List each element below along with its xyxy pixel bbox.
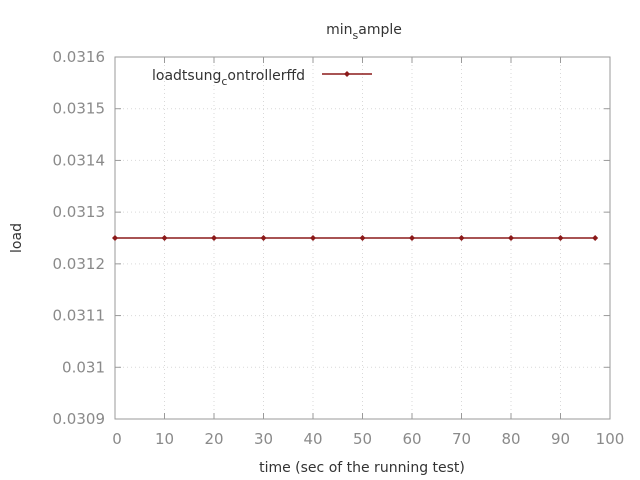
- y-tick-label: 0.0312: [53, 255, 106, 273]
- y-tick-label: 0.0314: [53, 151, 106, 169]
- data-point: [161, 235, 168, 241]
- data-point: [260, 235, 267, 241]
- data-point: [211, 235, 217, 241]
- y-tick-label: 0.0316: [53, 48, 106, 66]
- x-tick-label: 80: [501, 430, 520, 448]
- x-tick-label: 50: [353, 430, 372, 448]
- y-tick-label: 0.0313: [53, 203, 106, 221]
- tick-labels: 0 10 20 30 40 50 60 70 80 90 100 0.0309 0.031 0.0311 0…: [53, 48, 625, 448]
- x-tick-label: 20: [204, 430, 223, 448]
- y-tick-label: 0.031: [62, 358, 105, 376]
- data-point: [359, 235, 366, 241]
- data-point: [508, 235, 514, 241]
- data-point: [409, 235, 415, 241]
- y-axis-label: load: [9, 223, 25, 253]
- x-tick-label: 30: [254, 430, 273, 448]
- x-tick-label: 10: [155, 430, 174, 448]
- x-axis-label: time (sec of the running test): [259, 460, 465, 476]
- series-loadtsung-controller-fd: [112, 235, 599, 241]
- x-tick-label: 0: [112, 430, 122, 448]
- y-tick-label: 0.0311: [53, 307, 106, 325]
- legend-label: loadtsungcontrollerffd: [152, 68, 305, 88]
- data-point: [458, 235, 465, 241]
- x-tick-label: 60: [402, 430, 421, 448]
- data-point: [310, 235, 316, 241]
- data-point: [557, 235, 564, 241]
- data-point: [112, 235, 118, 241]
- data-point: [592, 235, 599, 241]
- x-tick-label: 90: [551, 430, 570, 448]
- legend-marker: [344, 71, 350, 77]
- chart-title: minsample: [326, 22, 402, 42]
- x-tick-label: 40: [303, 430, 322, 448]
- legend: loadtsungcontrollerffd: [152, 68, 372, 88]
- x-tick-label: 100: [596, 430, 625, 448]
- x-tick-label: 70: [452, 430, 471, 448]
- y-tick-label: 0.0315: [53, 100, 106, 118]
- y-tick-label: 0.0309: [53, 410, 106, 428]
